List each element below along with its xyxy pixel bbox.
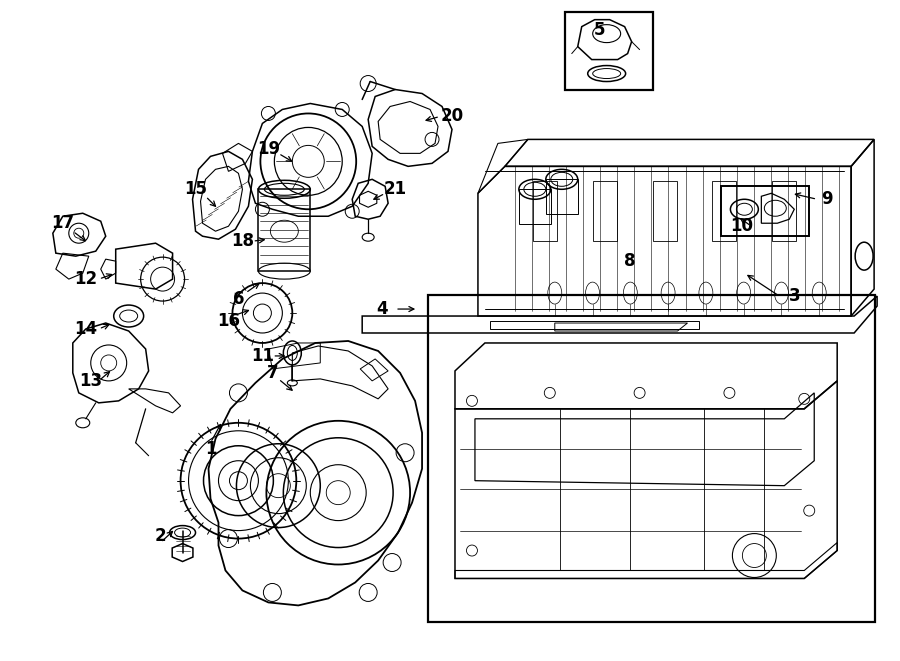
Text: 5: 5 [594,20,606,38]
Text: 10: 10 [730,217,753,235]
Text: 21: 21 [383,180,407,198]
Text: 9: 9 [822,190,833,208]
Text: 20: 20 [440,108,464,126]
Bar [565,12,652,89]
Text: 16: 16 [217,312,240,330]
Text: 3: 3 [788,287,800,305]
Bar [428,295,875,623]
Bar [519,189,551,224]
Text: 14: 14 [74,320,97,338]
Text: 11: 11 [251,347,274,365]
Bar [545,179,578,214]
Text: 18: 18 [231,232,254,250]
Text: 19: 19 [256,140,280,159]
Bar [593,181,616,241]
Text: 17: 17 [51,214,75,232]
Bar [533,181,557,241]
Text: 1: 1 [205,440,216,458]
Text: 4: 4 [376,300,388,318]
Text: 2: 2 [155,527,166,545]
Bar [772,181,796,241]
Bar [652,181,677,241]
Text: 6: 6 [233,290,244,308]
Text: 13: 13 [79,372,103,390]
Text: 15: 15 [184,180,207,198]
Bar [713,181,736,241]
Bar [722,186,809,236]
Text: 7: 7 [266,364,278,382]
Bar [490,321,699,329]
Text: 12: 12 [74,270,97,288]
Bar [258,189,310,271]
Text: 8: 8 [624,252,635,270]
